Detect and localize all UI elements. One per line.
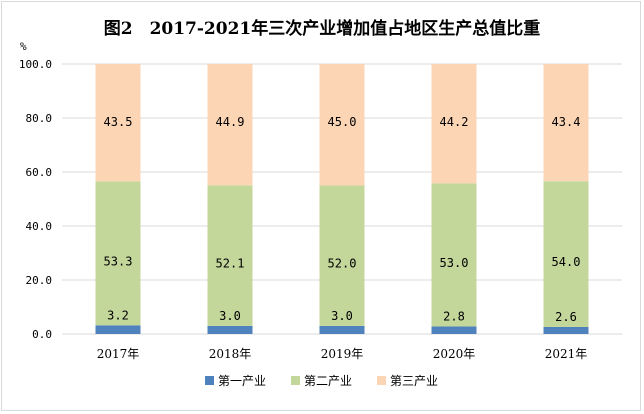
y-axis-unit: % xyxy=(20,40,27,53)
bar-segment xyxy=(543,326,589,334)
legend-swatch xyxy=(291,376,300,385)
x-tick-label: 2019年 xyxy=(321,347,364,361)
data-label: 44.9 xyxy=(216,115,245,129)
data-label: 43.5 xyxy=(104,115,133,129)
bar-segment xyxy=(319,325,365,334)
data-label: 2.8 xyxy=(443,309,465,323)
bar-segment xyxy=(95,181,141,326)
y-tick-label: 60.0 xyxy=(26,166,53,179)
legend-swatch xyxy=(205,376,214,385)
bar-segment xyxy=(431,326,477,334)
data-label: 52.0 xyxy=(328,257,357,271)
bar-segment xyxy=(431,64,477,184)
bar-segment xyxy=(543,181,589,327)
legend-swatch xyxy=(377,376,386,385)
data-label: 3.0 xyxy=(219,309,241,323)
bar-segment xyxy=(319,64,365,186)
bar-segment xyxy=(431,183,477,327)
data-label: 3.0 xyxy=(331,309,353,323)
y-tick-label: 80.0 xyxy=(26,112,53,125)
data-label: 43.4 xyxy=(552,115,581,129)
bar-segment xyxy=(543,64,589,182)
data-label: 2.6 xyxy=(555,310,577,324)
data-label: 45.0 xyxy=(328,115,357,129)
legend-label: 第三产业 xyxy=(390,374,438,388)
bar-segment xyxy=(95,64,141,182)
x-tick-label: 2020年 xyxy=(433,347,476,361)
bar-segment xyxy=(319,185,365,326)
y-tick-label: 20.0 xyxy=(26,274,53,287)
y-tick-label: 0.0 xyxy=(32,328,52,341)
bar-segment xyxy=(207,325,253,334)
y-tick-label: 100.0 xyxy=(19,58,52,71)
y-tick-label: 40.0 xyxy=(26,220,53,233)
bar-segment xyxy=(207,185,253,326)
chart-title: 图2 2017-2021年三次产业增加值占地区生产总值比重 xyxy=(104,18,541,39)
x-tick-label: 2017年 xyxy=(97,347,140,361)
data-label: 53.3 xyxy=(104,254,133,268)
bar-segment xyxy=(207,64,253,186)
data-label: 44.2 xyxy=(440,115,469,129)
data-label: 54.0 xyxy=(552,255,581,269)
data-label: 52.1 xyxy=(216,257,245,271)
x-tick-label: 2021年 xyxy=(545,347,588,361)
legend-label: 第二产业 xyxy=(304,374,352,388)
data-label: 3.2 xyxy=(107,308,129,322)
data-label: 53.0 xyxy=(440,256,469,270)
legend-label: 第一产业 xyxy=(218,374,266,388)
bar-segment xyxy=(95,325,141,334)
x-tick-label: 2018年 xyxy=(209,347,252,361)
